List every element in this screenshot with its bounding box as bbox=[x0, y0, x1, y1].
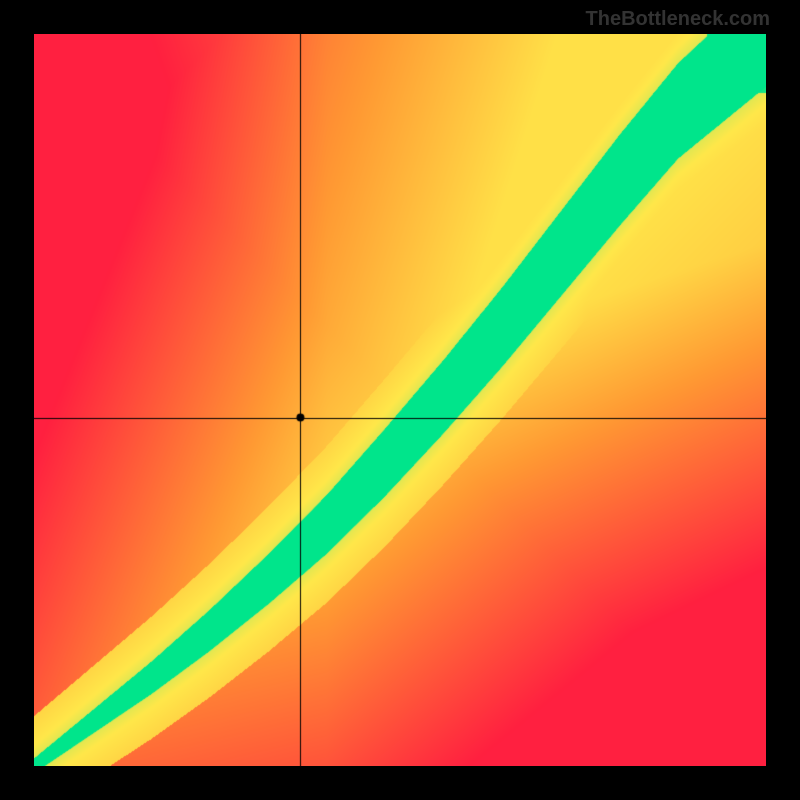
watermark-text: TheBottleneck.com bbox=[586, 8, 770, 31]
chart-container: TheBottleneck.com bbox=[0, 0, 800, 800]
plot-area bbox=[34, 34, 766, 766]
crosshair-overlay bbox=[34, 34, 766, 766]
